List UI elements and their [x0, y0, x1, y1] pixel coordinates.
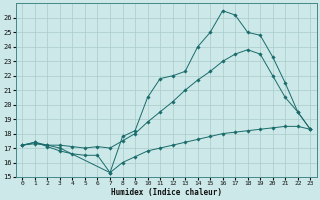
X-axis label: Humidex (Indice chaleur): Humidex (Indice chaleur)	[111, 188, 222, 197]
